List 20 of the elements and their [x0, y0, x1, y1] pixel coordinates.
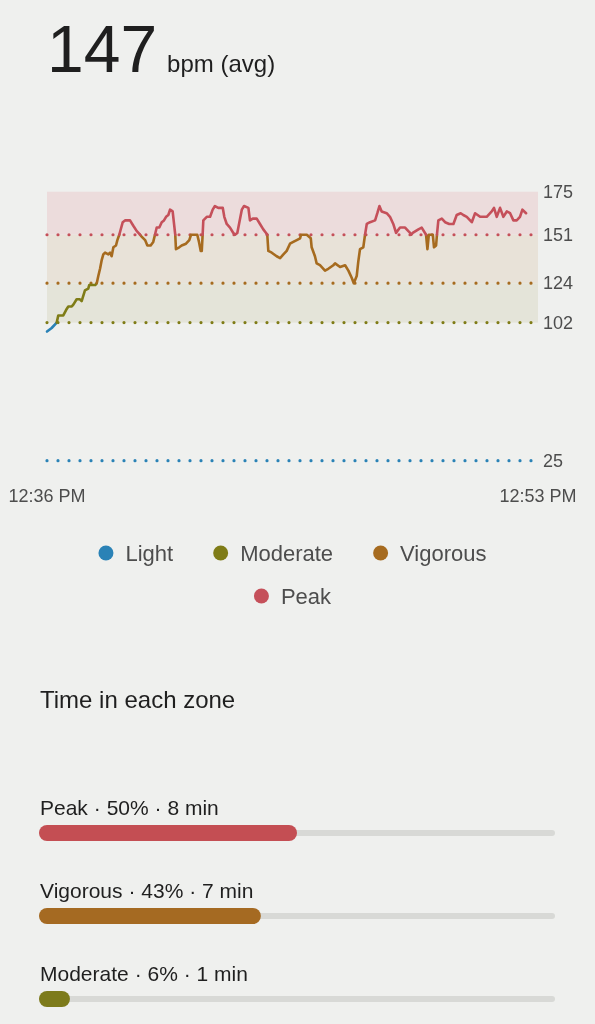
chart-title: Time in each zone: [40, 686, 236, 713]
y-tick-label: 25: [543, 451, 564, 471]
y-tick-label: Moderate: [40, 962, 129, 985]
chart-title: 147: [47, 12, 158, 86]
y-tick-label: 175: [543, 182, 574, 202]
x-tick-label: 12:53 PM: [499, 486, 577, 506]
legend-label: Vigorous: [400, 540, 487, 566]
chart-subtitle: bpm (avg): [167, 50, 276, 77]
y-tick-label: 124: [543, 273, 574, 294]
data-label: · 43% · 7 min: [128, 879, 254, 902]
y-tick-label: 102: [543, 312, 574, 333]
data-label: · 50% · 8 min: [93, 796, 219, 819]
x-tick-label: 12:36 PM: [8, 486, 86, 506]
legend-label: Peak: [280, 583, 333, 609]
legend-label: Light: [125, 540, 174, 566]
legend-label: Moderate: [240, 540, 334, 566]
y-tick-label: 151: [543, 225, 574, 246]
y-tick-label: Vigorous: [40, 879, 123, 902]
data-label: · 6% · 1 min: [134, 962, 248, 985]
y-tick-label: Peak: [40, 796, 89, 819]
